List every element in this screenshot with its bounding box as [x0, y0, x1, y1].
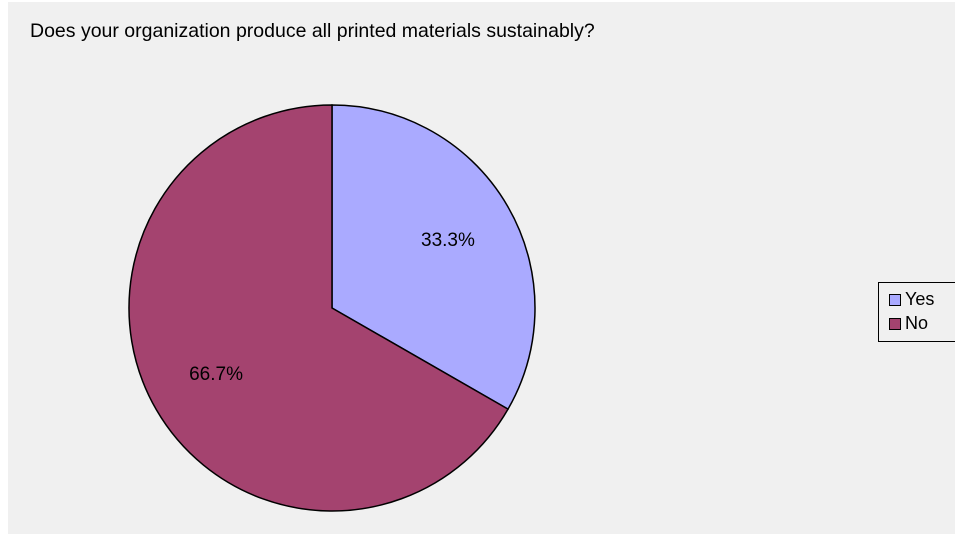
- pie-slice-no: [128, 104, 510, 512]
- pie-chart: 33.3% 66.7%: [128, 104, 536, 512]
- legend-label-no: No: [905, 313, 929, 333]
- legend-swatch-no: [889, 317, 901, 330]
- chart-panel: Does your organization produce all print…: [8, 2, 955, 534]
- pie-slice-yes: [331, 104, 536, 411]
- legend: Yes No: [878, 282, 955, 342]
- slice-label-yes: 33.3%: [421, 230, 475, 251]
- legend-item-no: No: [889, 313, 928, 334]
- legend-label-yes: Yes: [905, 289, 935, 309]
- legend-item-yes: Yes: [889, 289, 934, 310]
- slice-label-no: 66.7%: [189, 364, 243, 385]
- chart-title: Does your organization produce all print…: [30, 20, 595, 42]
- legend-swatch-yes: [889, 293, 901, 306]
